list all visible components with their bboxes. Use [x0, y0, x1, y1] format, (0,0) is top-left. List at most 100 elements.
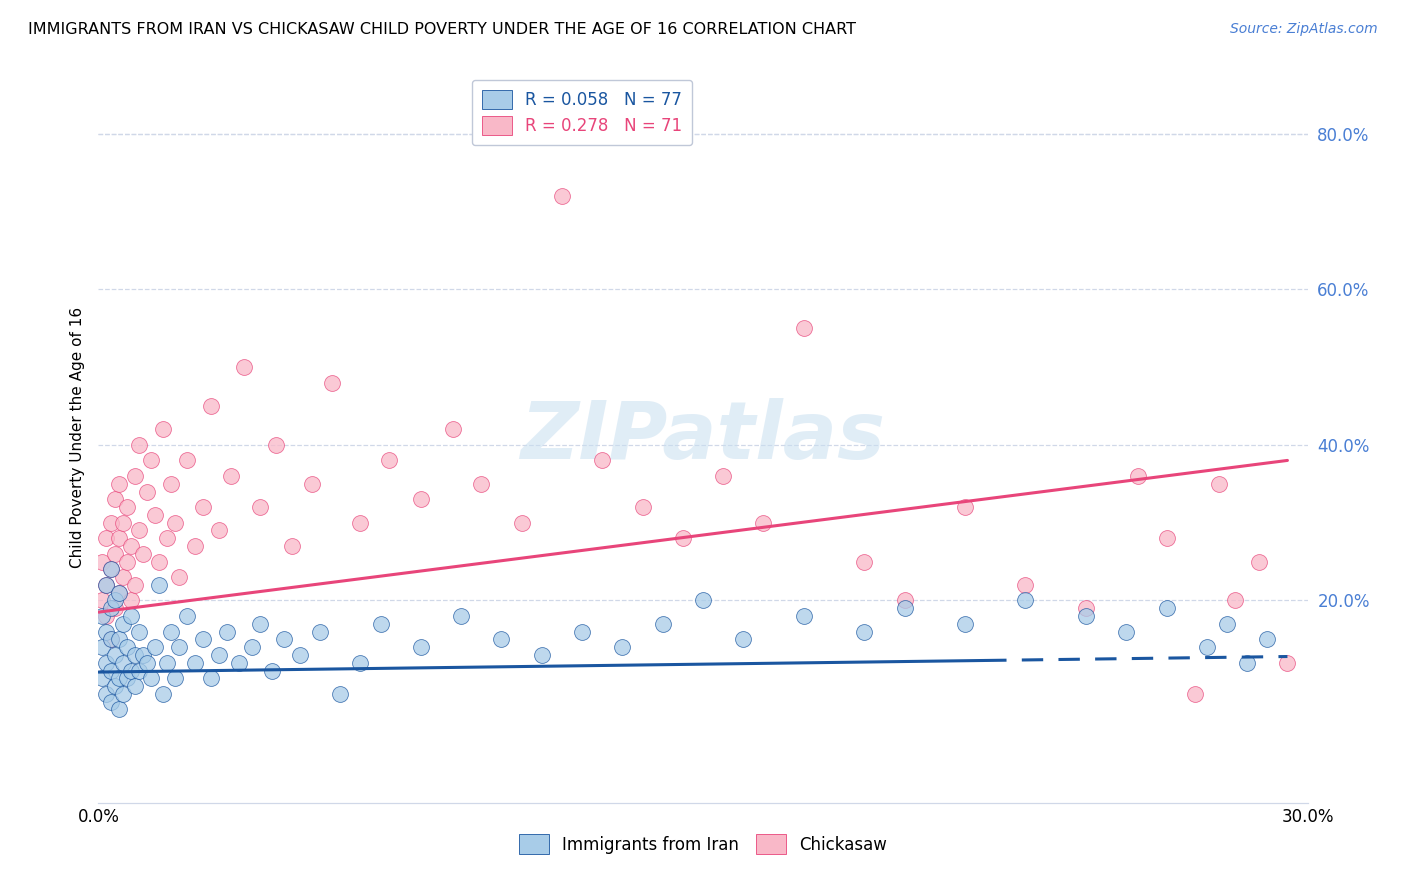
Point [120, 664, 142, 678]
Point [349, 656, 371, 670]
Point [91, 593, 114, 607]
Point [200, 671, 222, 685]
Point [1249, 555, 1271, 569]
Point [120, 593, 142, 607]
Point [111, 616, 134, 631]
Point [96, 578, 118, 592]
Point [1115, 624, 1137, 639]
Point [409, 492, 432, 507]
Point [128, 624, 150, 639]
Point [208, 648, 231, 662]
Point [96, 656, 118, 670]
Point [893, 601, 915, 615]
Point [156, 656, 179, 670]
Point [711, 469, 734, 483]
Point [100, 562, 122, 576]
Point [100, 695, 122, 709]
Point [260, 664, 283, 678]
Point [692, 593, 714, 607]
Point [111, 656, 134, 670]
Point [1014, 593, 1036, 607]
Point [893, 593, 915, 607]
Point [1156, 531, 1178, 545]
Point [132, 547, 155, 561]
Point [103, 648, 125, 662]
Point [115, 671, 138, 685]
Point [1156, 601, 1178, 615]
Point [217, 624, 239, 639]
Point [107, 632, 129, 647]
Point [100, 562, 122, 576]
Point [139, 671, 162, 685]
Point [1223, 593, 1246, 607]
Point [793, 609, 815, 624]
Point [115, 500, 138, 515]
Point [100, 632, 122, 647]
Point [160, 476, 183, 491]
Point [107, 671, 129, 685]
Point [1128, 469, 1150, 483]
Point [184, 656, 207, 670]
Point [1074, 601, 1097, 615]
Point [96, 687, 118, 701]
Point [953, 616, 976, 631]
Point [91, 555, 114, 569]
Point [91, 640, 114, 655]
Point [156, 531, 179, 545]
Point [510, 516, 533, 530]
Point [184, 539, 207, 553]
Point [1256, 632, 1278, 647]
Point [176, 453, 198, 467]
Point [591, 453, 613, 467]
Point [91, 609, 114, 624]
Point [111, 516, 134, 530]
Point [124, 578, 146, 592]
Point [370, 616, 392, 631]
Point [1074, 609, 1097, 624]
Point [111, 570, 134, 584]
Point [103, 547, 125, 561]
Point [143, 640, 166, 655]
Point [853, 555, 876, 569]
Point [128, 524, 150, 538]
Point [160, 624, 183, 639]
Point [96, 624, 118, 639]
Point [128, 664, 150, 678]
Point [228, 656, 250, 670]
Point [551, 189, 574, 203]
Point [148, 555, 170, 569]
Point [124, 679, 146, 693]
Point [571, 624, 593, 639]
Point [120, 609, 142, 624]
Point [120, 539, 142, 553]
Point [631, 500, 654, 515]
Point [163, 516, 186, 530]
Point [752, 516, 775, 530]
Point [193, 632, 215, 647]
Point [612, 640, 634, 655]
Point [128, 438, 150, 452]
Point [409, 640, 432, 655]
Point [240, 640, 263, 655]
Point [264, 438, 287, 452]
Point [491, 632, 513, 647]
Point [441, 422, 464, 436]
Point [148, 578, 170, 592]
Point [100, 664, 122, 678]
Point [301, 476, 323, 491]
Point [100, 601, 122, 615]
Point [793, 321, 815, 335]
Point [249, 616, 271, 631]
Point [249, 500, 271, 515]
Point [107, 531, 129, 545]
Point [1184, 687, 1206, 701]
Point [96, 578, 118, 592]
Point [329, 687, 352, 701]
Point [450, 609, 472, 624]
Point [733, 632, 755, 647]
Point [124, 469, 146, 483]
Point [193, 500, 215, 515]
Point [107, 702, 129, 716]
Point [96, 531, 118, 545]
Point [349, 516, 371, 530]
